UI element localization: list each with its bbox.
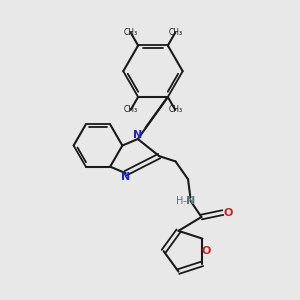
Text: CH₃: CH₃: [124, 105, 138, 114]
Text: N: N: [133, 130, 142, 140]
Text: H: H: [176, 196, 183, 206]
Text: CH₃: CH₃: [168, 28, 182, 37]
Text: CH₃: CH₃: [168, 105, 182, 114]
Text: N: N: [186, 196, 195, 206]
Text: O: O: [224, 208, 233, 218]
Text: O: O: [201, 246, 211, 256]
Text: -: -: [182, 196, 186, 206]
Text: N: N: [121, 172, 130, 182]
Text: CH₃: CH₃: [124, 28, 138, 37]
